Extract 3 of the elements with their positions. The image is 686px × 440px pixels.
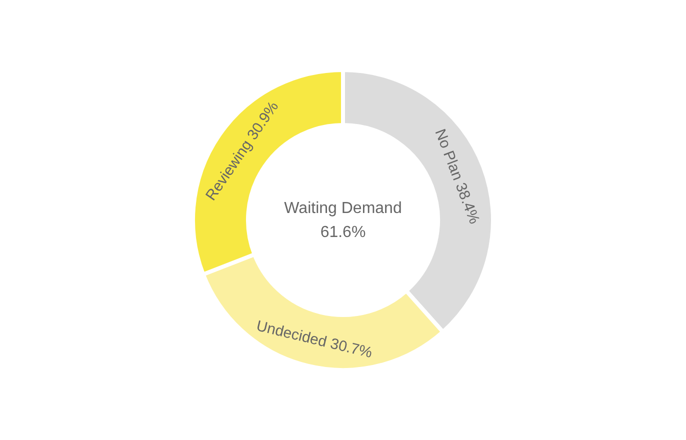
slice-label: No Plan 38.4%	[431, 126, 483, 226]
text: Waiting Demand	[284, 200, 402, 217]
text: 61.6%	[320, 224, 366, 241]
